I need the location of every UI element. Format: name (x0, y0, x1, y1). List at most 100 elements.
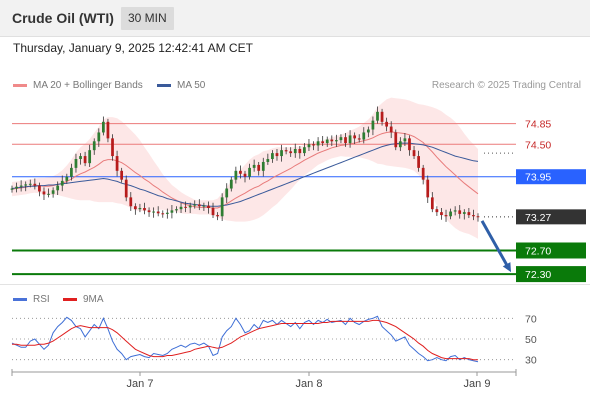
candle-body (147, 210, 151, 213)
ma20-line (11, 131, 479, 209)
rsi-tick-label: 30 (525, 355, 537, 367)
candle-body (165, 212, 169, 214)
candle-body (60, 180, 64, 186)
research-credit: Research © 2025 Trading Central (431, 80, 581, 91)
candle-body (202, 205, 206, 207)
bollinger-band (12, 97, 478, 239)
candle-body (225, 188, 229, 198)
candle-body (380, 111, 384, 122)
candle-body (449, 211, 452, 217)
candle-body (188, 205, 192, 208)
support-badge (516, 266, 586, 283)
candle-body (220, 197, 224, 217)
candle-body (211, 208, 215, 216)
candle-body (102, 121, 105, 133)
candle-body (193, 204, 197, 206)
candle-body (70, 167, 73, 177)
support-badge (516, 242, 586, 259)
candle-body (467, 212, 471, 216)
candle-body (284, 150, 288, 152)
candle-body (175, 209, 178, 211)
candle-body (394, 132, 398, 148)
candle-body (197, 204, 201, 207)
rsi-swatch (13, 297, 27, 301)
candle-body (271, 153, 274, 160)
candles-group (10, 106, 480, 222)
candle-body (239, 170, 242, 174)
candle-body (303, 147, 306, 154)
candle-body (430, 197, 434, 210)
rsi-ma-legend-label: 9MA (83, 294, 104, 305)
candle-body (476, 216, 480, 218)
legend-rsi-ma: 9MA (63, 294, 104, 305)
candle-body (229, 179, 233, 189)
candle-body (97, 132, 101, 142)
candle-body (435, 209, 439, 213)
candle-body (170, 210, 174, 213)
candle-body (88, 150, 92, 164)
candle-body (376, 111, 379, 121)
candle-body (325, 139, 329, 144)
instrument-title: Crude Oil (WTI) (12, 10, 114, 26)
candle-body (261, 161, 265, 171)
candle-body (389, 126, 393, 133)
candle-body (74, 159, 78, 168)
candle-body (252, 164, 256, 168)
rsi-ma-line (12, 319, 478, 361)
candle-body (65, 176, 69, 181)
candle-body (357, 138, 361, 140)
candle-body (184, 206, 187, 208)
last-price-label: 73.27 (525, 212, 551, 224)
candle-body (398, 141, 402, 148)
forecast-arrow-head (502, 262, 511, 273)
candle-body (28, 183, 32, 185)
candle-body (307, 144, 311, 148)
candle-body (298, 148, 302, 154)
timeframe-button[interactable]: 30 MIN (121, 7, 174, 30)
pivot-label: 73.95 (525, 172, 551, 184)
candle-body (152, 211, 155, 213)
candle-body (444, 215, 448, 217)
rsi-ma-swatch (63, 297, 77, 301)
legend-rsi: RSI (13, 294, 50, 305)
candle-body (426, 179, 430, 198)
ma20-legend-label: MA 20 + Bollinger Bands (33, 80, 143, 91)
candle-body (47, 193, 50, 195)
candle-body (344, 137, 347, 144)
ma50-swatch (157, 83, 171, 87)
candle-body (106, 121, 110, 139)
candle-body (243, 173, 247, 177)
support-label: 72.30 (525, 269, 551, 281)
candle-body (24, 184, 28, 186)
candle-body (321, 141, 325, 144)
candle-body (458, 210, 462, 214)
candle-body (79, 156, 82, 160)
candle-body (275, 153, 279, 157)
forecast-arrow (480, 220, 510, 268)
last-price-badge (516, 209, 586, 225)
candle-body (462, 212, 466, 214)
candle-body (124, 179, 128, 198)
candle-body (403, 138, 407, 142)
candle-body (362, 132, 366, 140)
rsi-tick-label: 70 (525, 313, 537, 325)
candle-body (216, 215, 219, 217)
candle-body (248, 167, 251, 177)
candle-body (179, 206, 183, 210)
candle-body (161, 213, 165, 215)
candle-body (143, 208, 146, 211)
candle-body (129, 197, 133, 207)
candle-body (353, 135, 357, 139)
candle-body (312, 144, 315, 146)
pivot-badge (516, 169, 586, 185)
rsi-line (11, 315, 479, 363)
candle-body (289, 151, 293, 154)
candle-body (335, 140, 338, 142)
candle-body (339, 137, 343, 141)
candle-body (408, 138, 411, 151)
candle-body (120, 170, 124, 180)
candle-body (440, 212, 443, 216)
candle-body (42, 191, 46, 195)
candle-body (115, 156, 119, 171)
